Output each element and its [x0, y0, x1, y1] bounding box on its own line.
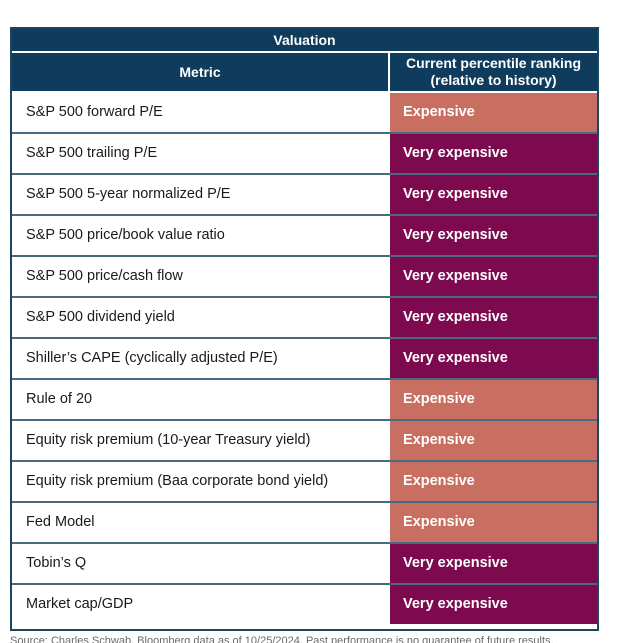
metric-cell: Rule of 20 — [12, 380, 388, 419]
metric-column-header: Metric — [12, 53, 388, 91]
row-separator — [12, 337, 597, 339]
row-separator — [12, 214, 597, 216]
table-row: S&P 500 5-year normalized P/E Very expens… — [12, 175, 597, 214]
table-title: Valuation — [12, 29, 597, 51]
table-row: Fed Model Expensive — [12, 503, 597, 542]
ranking-cell: Expensive — [390, 380, 597, 419]
metric-cell: Fed Model — [12, 503, 388, 542]
header-row: Metric Current percentile ranking (relat… — [12, 53, 597, 91]
ranking-header-line2: (relative to history) — [430, 72, 557, 88]
metric-cell: S&P 500 forward P/E — [12, 93, 388, 132]
table-row: S&P 500 price/cash flow Very expensive — [12, 257, 597, 296]
metric-cell: Equity risk premium (Baa corporate bond … — [12, 462, 388, 501]
table-row: Shiller’s CAPE (cyclically adjusted P/E)… — [12, 339, 597, 378]
metric-cell: Tobin’s Q — [12, 544, 388, 583]
table-row: S&P 500 price/book value ratio Very expen… — [12, 216, 597, 255]
metric-cell: S&P 500 price/book value ratio — [12, 216, 388, 255]
table-row: S&P 500 dividend yield Very expensive — [12, 298, 597, 337]
ranking-header-line1: Current percentile ranking — [405, 55, 582, 71]
row-separator — [12, 173, 597, 175]
metric-cell: Market cap/GDP — [12, 585, 388, 624]
metric-cell: S&P 500 trailing P/E — [12, 134, 388, 173]
row-separator — [12, 419, 597, 421]
metric-cell: S&P 500 dividend yield — [12, 298, 388, 337]
ranking-cell: Very expensive — [390, 585, 597, 624]
ranking-cell: Expensive — [390, 503, 597, 542]
ranking-column-header: Current percentile ranking (relative to … — [390, 53, 597, 91]
metric-cell: Equity risk premium (10-year Treasury yi… — [12, 421, 388, 460]
table-row: Tobin’s Q Very expensive — [12, 544, 597, 583]
ranking-cell: Expensive — [390, 421, 597, 460]
row-separator — [12, 501, 597, 503]
ranking-cell: Expensive — [390, 93, 597, 132]
ranking-cell: Very expensive — [390, 339, 597, 378]
row-separator — [12, 255, 597, 257]
ranking-cell: Very expensive — [390, 216, 597, 255]
ranking-cell: Expensive — [390, 462, 597, 501]
metric-cell: Shiller’s CAPE (cyclically adjusted P/E) — [12, 339, 388, 378]
source-footnote: Source: Charles Schwab, Bloomberg data a… — [10, 635, 554, 643]
ranking-cell: Very expensive — [390, 134, 597, 173]
table-row: Equity risk premium (Baa corporate bond … — [12, 462, 597, 501]
row-separator — [12, 583, 597, 585]
valuation-table: Valuation Metric Current percentile rank… — [10, 27, 599, 631]
row-separator — [12, 296, 597, 298]
table-row: Rule of 20 Expensive — [12, 380, 597, 419]
table-row: Equity risk premium (10-year Treasury yi… — [12, 421, 597, 460]
ranking-cell: Very expensive — [390, 257, 597, 296]
table-row: S&P 500 trailing P/E Very expensive — [12, 134, 597, 173]
row-separator — [12, 378, 597, 380]
ranking-cell: Very expensive — [390, 175, 597, 214]
metric-cell: S&P 500 5-year normalized P/E — [12, 175, 388, 214]
ranking-cell: Very expensive — [390, 544, 597, 583]
table-row: Market cap/GDP Very expensive — [12, 585, 597, 624]
row-separator — [12, 542, 597, 544]
row-separator — [12, 132, 597, 134]
ranking-cell: Very expensive — [390, 298, 597, 337]
row-separator — [12, 460, 597, 462]
table-row: S&P 500 forward P/E Expensive — [12, 93, 597, 132]
metric-cell: S&P 500 price/cash flow — [12, 257, 388, 296]
